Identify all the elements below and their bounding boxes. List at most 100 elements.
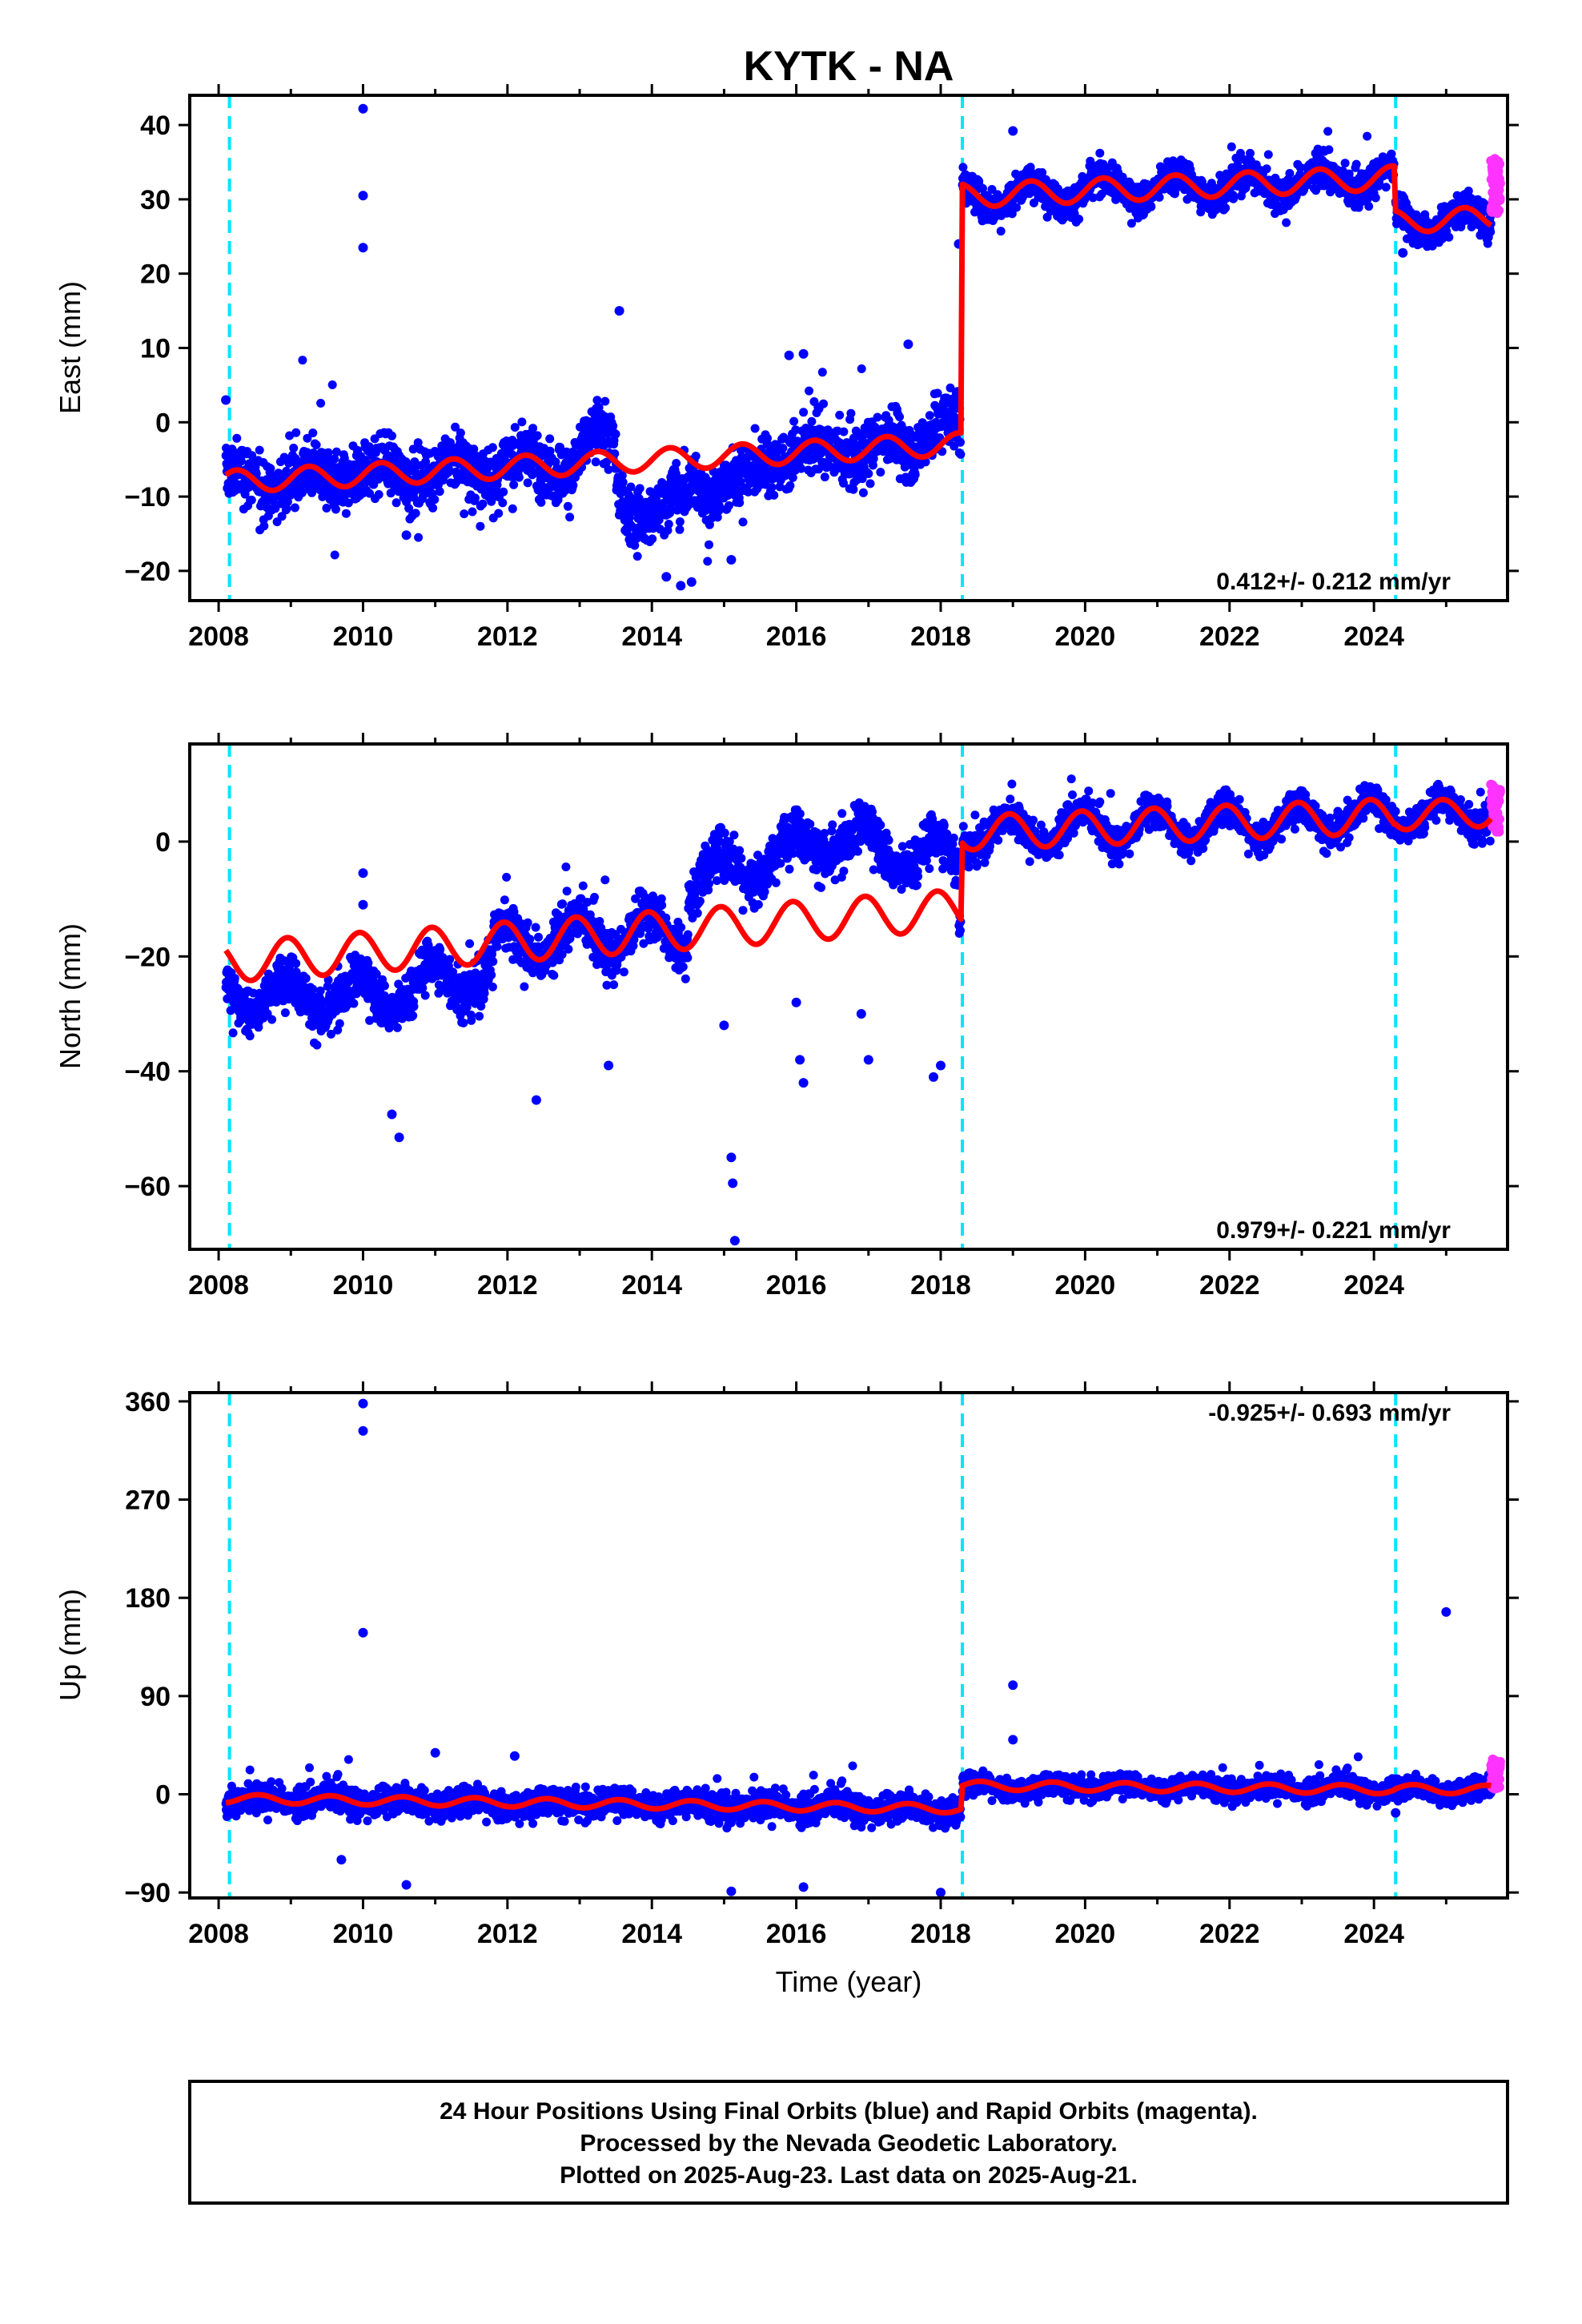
final-point [1323,127,1333,136]
final-point [846,408,856,418]
east-ticks: 2008 2010 2012 2014 2016 2018 2020 2022 2024−20−… [124,84,1519,652]
final-point [611,429,620,439]
final-point [600,875,610,885]
final-point [365,489,375,498]
final-point [735,498,745,508]
final-point [476,521,485,531]
final-point [744,487,753,497]
final-point [445,955,455,964]
final-point [520,982,529,991]
final-point [789,416,799,426]
final-point [315,986,325,995]
final-point [1340,159,1350,168]
final-point [1146,202,1156,211]
final-point [271,504,280,513]
final-point [488,443,497,452]
final-point [267,1015,277,1024]
final-point [297,488,307,497]
final-point [471,493,480,503]
final-point [311,440,321,449]
final-point [523,478,532,488]
x-tick-label: 2020 [1055,621,1116,652]
final-point [608,421,618,431]
final-point [925,411,934,420]
y-tick-label: 10 [140,334,171,364]
final-point [488,982,497,991]
final-point [691,452,701,460]
final-point [232,433,242,443]
final-point [632,552,642,561]
final-point [404,504,414,513]
final-point [274,468,283,478]
final-point [1282,218,1291,227]
final-point [1088,193,1098,203]
x-tick-label: 2014 [621,621,682,652]
final-point [1246,148,1255,158]
final-point [724,501,733,510]
x-tick-label: 2018 [910,621,971,652]
rapid-point [1495,159,1505,169]
final-point [498,498,508,508]
final-point [308,984,318,994]
final-point [609,980,619,990]
final-point [839,427,849,436]
final-point [604,464,613,474]
final-point [819,399,828,408]
final-point [245,1031,255,1041]
east-model-line [223,163,1493,493]
final-point [564,944,573,954]
final-point [508,504,517,513]
final-point [602,457,611,467]
final-point [876,468,885,477]
final-point [858,488,868,497]
final-point [371,969,381,979]
final-point [714,501,724,510]
final-point [1387,149,1396,159]
final-point [873,412,882,422]
final-point [626,482,636,492]
final-point [1154,192,1164,202]
final-point [563,501,572,511]
final-point [736,477,745,487]
final-point [1464,187,1473,195]
final-point [280,1008,290,1018]
final-point [618,477,628,487]
final-point [500,895,509,905]
final-point [590,892,599,902]
outlier-point [358,191,368,201]
final-point [249,988,258,998]
final-point [327,380,337,389]
final-point [910,470,920,480]
rapid-point [1495,193,1505,203]
final-point [1444,232,1454,242]
final-point [331,505,340,514]
figure-title: KYTK - NA [744,43,954,90]
final-point [958,163,968,172]
final-point [316,399,326,408]
final-point [705,540,713,549]
final-point [531,923,540,932]
final-point [865,479,875,489]
final-point [713,513,722,522]
final-point [480,988,489,998]
final-point [435,487,444,497]
x-tick-label: 2008 [188,621,249,652]
east-rapid-points [1486,154,1505,219]
outlier-point [221,395,231,405]
final-point [408,444,418,454]
y-tick-label: 0 [155,408,171,438]
final-point [428,503,438,513]
final-point [595,917,604,926]
final-point [510,423,520,432]
final-point [750,424,760,433]
final-point [236,456,246,466]
final-point [392,1023,402,1032]
final-point [665,504,675,513]
final-point [1007,209,1017,219]
final-point [1227,142,1236,151]
panel-east: 2008 2010 2012 2014 2016 2018 2020 2022 2024−20−… [54,84,1519,652]
final-point [1371,193,1380,203]
final-point [434,988,444,998]
east-rate-text: 0.412+/- 0.212 mm/yr [1216,569,1451,595]
final-point [247,451,257,460]
